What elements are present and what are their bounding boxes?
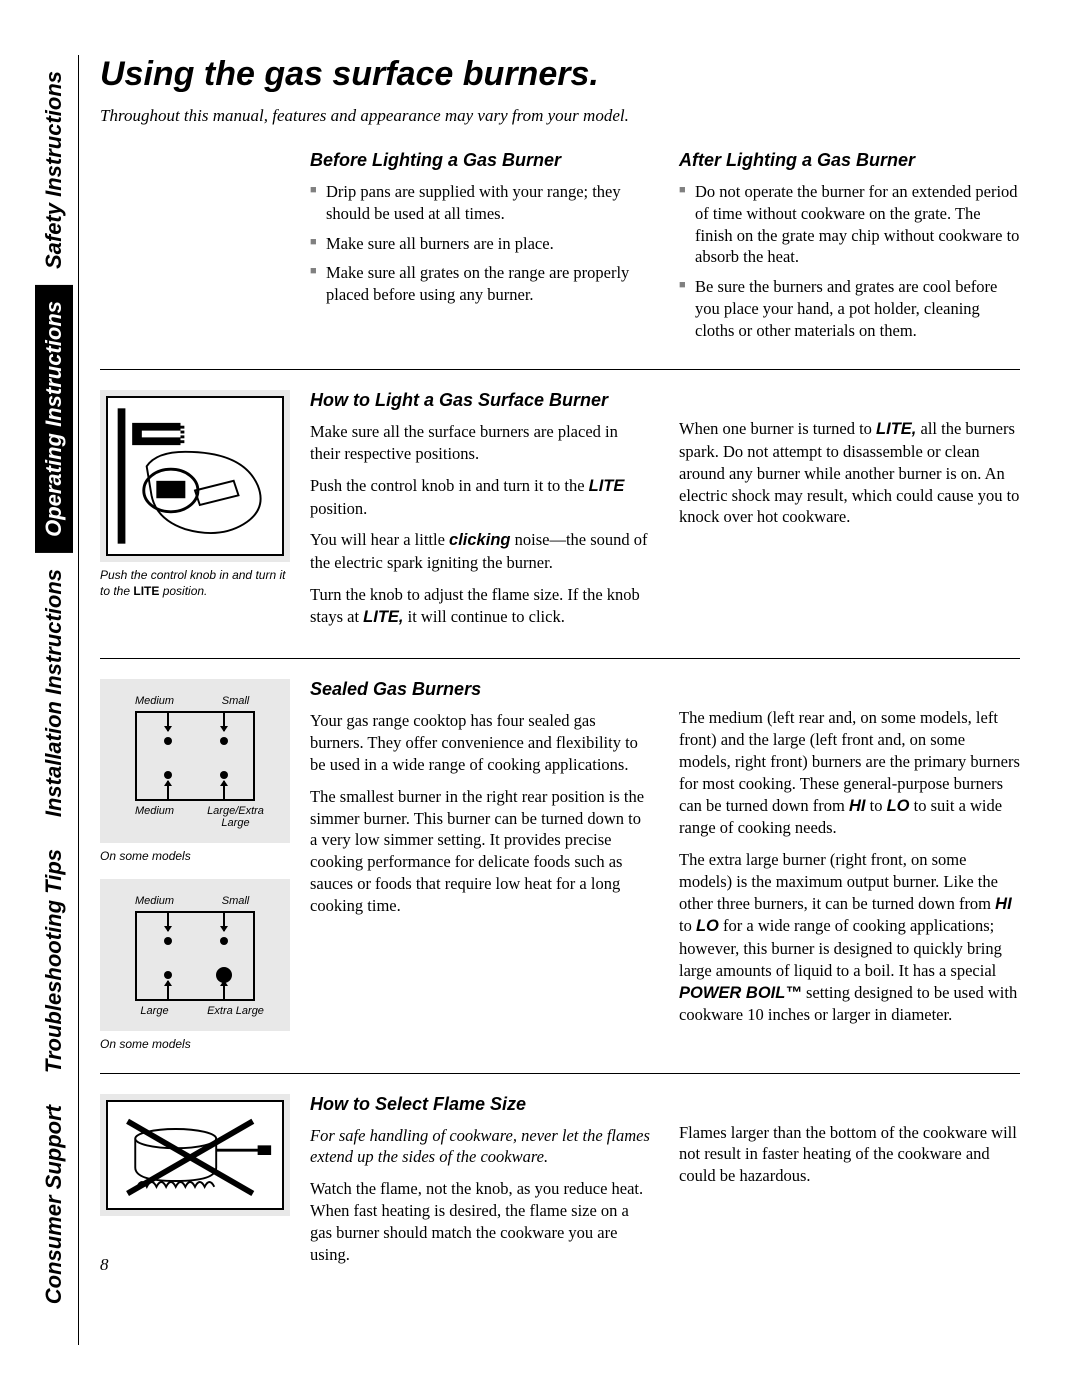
howlight-p: Push the control knob in and turn it to … — [310, 475, 651, 520]
figure-knob — [100, 390, 290, 562]
nav-consumer[interactable]: Consumer Support — [35, 1089, 73, 1320]
sidebar-nav: Safety Instructions Operating Instructio… — [35, 55, 77, 1345]
heading-howlight: How to Light a Gas Surface Burner — [310, 390, 651, 411]
figure-flame — [100, 1094, 290, 1216]
nav-troubleshooting[interactable]: Troubleshooting Tips — [35, 833, 73, 1089]
figure-knob-caption: Push the control knob in and turn it to … — [100, 568, 290, 599]
before-bullet: Make sure all burners are in place. — [310, 233, 651, 255]
flame-p: Watch the flame, not the knob, as you re… — [310, 1178, 651, 1265]
figure-burner-diagram-1: MediumSmall MediumLarge/Extra Large — [100, 679, 290, 843]
section-sealed: MediumSmall MediumLarge/Extra Large — [100, 679, 1020, 1073]
figure-burner-diagram-2: MediumSmall LargeExtra Large — [100, 879, 290, 1031]
after-bullet: Do not operate the burner for an extende… — [679, 181, 1020, 268]
flame-p: For safe handling of cookware, never let… — [310, 1125, 651, 1169]
howlight-p: You will hear a little clicking noise—th… — [310, 529, 651, 574]
howlight-p: Turn the knob to adjust the flame size. … — [310, 584, 651, 629]
sealed-p: The extra large burner (right front, on … — [679, 849, 1020, 1026]
page-subtitle: Throughout this manual, features and app… — [100, 106, 1020, 126]
before-bullet: Make sure all grates on the range are pr… — [310, 262, 651, 306]
heading-before: Before Lighting a Gas Burner — [310, 150, 651, 171]
figure-caption-1: On some models — [100, 849, 290, 865]
flame-p: Flames larger than the bottom of the coo… — [679, 1122, 1020, 1187]
figure-caption-2: On some models — [100, 1037, 290, 1053]
section-before-after: Before Lighting a Gas Burner Drip pans a… — [100, 150, 1020, 370]
sealed-p: The medium (left rear and, on some model… — [679, 707, 1020, 839]
sealed-p: Your gas range cooktop has four sealed g… — [310, 710, 651, 775]
howlight-p: When one burner is turned to LITE, all t… — [679, 418, 1020, 528]
heading-sealed: Sealed Gas Burners — [310, 679, 651, 700]
before-bullet: Drip pans are supplied with your range; … — [310, 181, 651, 225]
nav-safety[interactable]: Safety Instructions — [35, 55, 73, 285]
howlight-p: Make sure all the surface burners are pl… — [310, 421, 651, 465]
page-number: 8 — [100, 1255, 109, 1275]
section-flame: How to Select Flame Size For safe handli… — [100, 1094, 1020, 1276]
vertical-rule — [78, 55, 79, 1345]
heading-flame: How to Select Flame Size — [310, 1094, 651, 1115]
page-title: Using the gas surface burners. — [100, 55, 1020, 94]
nav-installation[interactable]: Installation Instructions — [35, 553, 73, 833]
nav-operating[interactable]: Operating Instructions — [35, 285, 73, 553]
heading-after: After Lighting a Gas Burner — [679, 150, 1020, 171]
after-bullet: Be sure the burners and grates are cool … — [679, 276, 1020, 341]
sealed-p: The smallest burner in the right rear po… — [310, 786, 651, 917]
section-how-to-light: Push the control knob in and turn it to … — [100, 390, 1020, 659]
